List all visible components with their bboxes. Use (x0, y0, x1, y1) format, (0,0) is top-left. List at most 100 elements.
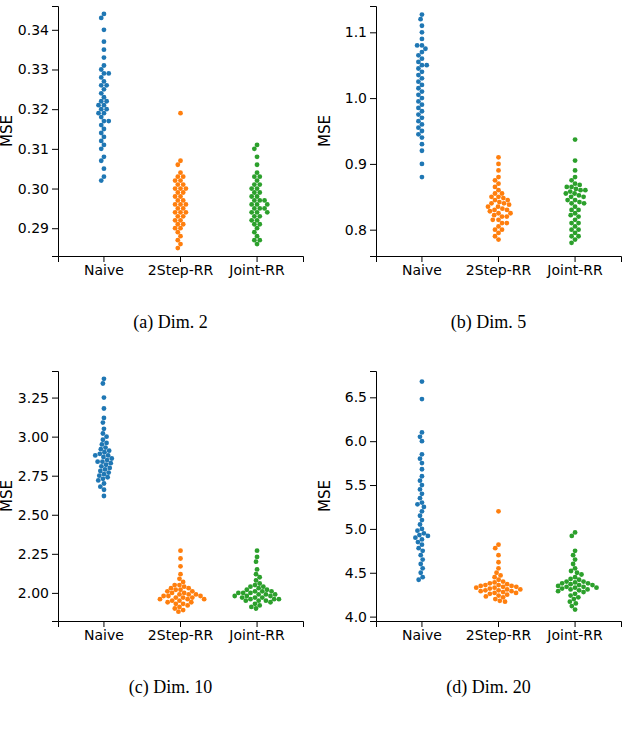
point (420, 175, 425, 180)
y-tick-label: 0.29 (18, 220, 49, 236)
y-tick-label: 0.9 (345, 156, 367, 172)
point (177, 605, 182, 610)
point (426, 534, 431, 539)
point (178, 226, 183, 231)
point (416, 79, 421, 84)
y-axis-title: MSE (0, 115, 16, 147)
point (492, 575, 497, 580)
point (416, 86, 421, 91)
point (253, 589, 258, 594)
panel-caption: (b) Dim. 5 (451, 312, 527, 333)
point (257, 222, 262, 227)
panel-caption: (c) Dim. 10 (129, 677, 212, 698)
point (255, 210, 260, 215)
y-tick: 2.00 (18, 585, 58, 601)
point (493, 546, 498, 551)
point (500, 221, 505, 226)
point (501, 595, 506, 600)
point (420, 557, 425, 562)
y-tick-mark (52, 109, 58, 110)
y-tick: 4.5 (345, 565, 376, 581)
point (483, 594, 488, 599)
point (103, 467, 108, 472)
point (248, 584, 253, 589)
point (500, 214, 505, 219)
point (486, 204, 491, 209)
point (502, 201, 507, 206)
point (181, 580, 186, 585)
point (96, 478, 101, 483)
point (106, 470, 111, 475)
point (102, 415, 107, 420)
point (194, 592, 199, 597)
point (252, 146, 257, 151)
point (421, 531, 426, 536)
point (256, 586, 261, 591)
point (505, 198, 510, 203)
point (102, 154, 107, 159)
y-tick-mark (370, 397, 376, 398)
y-axis: 4.04.55.05.56.06.5 (345, 372, 377, 625)
point (573, 175, 578, 180)
point (257, 603, 262, 608)
point (249, 186, 254, 191)
point (416, 66, 421, 71)
point (186, 586, 191, 591)
point (565, 198, 570, 203)
point (178, 178, 183, 183)
point (564, 579, 569, 584)
point (569, 194, 574, 199)
point (252, 182, 257, 187)
point (173, 601, 178, 606)
point (501, 196, 506, 201)
y-tick-label: 1.1 (345, 24, 367, 40)
point (253, 601, 258, 606)
point (496, 211, 501, 216)
point (474, 585, 479, 590)
point (575, 570, 580, 575)
point (420, 542, 425, 547)
point (102, 119, 107, 124)
point (576, 208, 581, 213)
y-tick-label: 6.5 (345, 389, 367, 405)
point (181, 601, 186, 606)
point (416, 540, 421, 545)
point (175, 206, 180, 211)
point (98, 447, 103, 452)
point (420, 430, 425, 435)
point (249, 605, 254, 610)
point (573, 575, 578, 580)
y-tick-mark (370, 485, 376, 486)
point (99, 99, 104, 104)
point (172, 606, 177, 611)
point (416, 53, 421, 58)
point (416, 132, 421, 137)
y-tick-mark (370, 230, 376, 231)
point (423, 46, 428, 51)
point (244, 594, 249, 599)
point (573, 237, 578, 242)
point (492, 585, 497, 590)
y-tick: 5.5 (345, 477, 376, 493)
point (236, 590, 241, 595)
point (420, 115, 425, 120)
point (241, 590, 246, 595)
point (579, 572, 584, 577)
y-axis-line (370, 372, 377, 622)
point (496, 224, 501, 229)
point (255, 202, 260, 207)
y-tick-mark (52, 476, 58, 477)
point (255, 162, 260, 167)
y-tick-mark (370, 441, 376, 442)
point (571, 553, 576, 558)
x-tick: Naive (84, 256, 124, 278)
panel: 0.290.300.310.320.330.34Naive2Step-RRJoi… (0, 7, 304, 334)
point (252, 222, 257, 227)
point (173, 218, 178, 223)
point (255, 567, 260, 572)
y-axis: 2.002.252.502.753.003.25 (18, 372, 59, 622)
point (478, 589, 483, 594)
point (564, 584, 569, 589)
point (493, 234, 498, 239)
point (178, 564, 183, 569)
